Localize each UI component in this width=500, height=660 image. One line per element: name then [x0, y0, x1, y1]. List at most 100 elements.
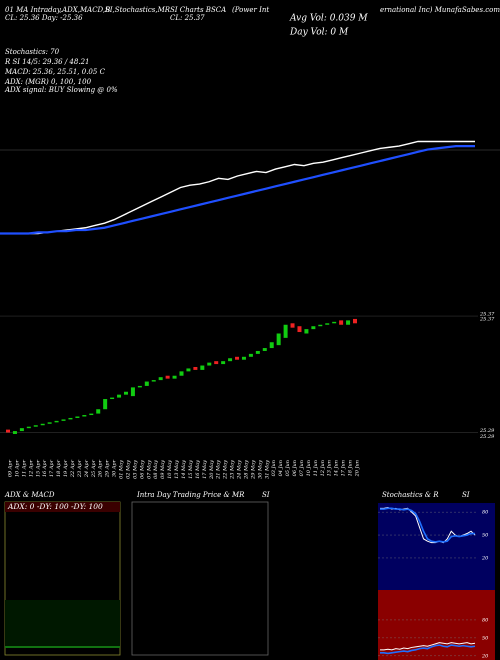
candle — [311, 326, 316, 330]
date-label: 23 Apr — [77, 459, 83, 478]
date-label: 02 May — [125, 460, 131, 479]
candle — [318, 324, 323, 327]
date-label: 20 Jun — [355, 460, 361, 477]
date-label: 22 May — [223, 460, 229, 480]
trend-line — [0, 145, 475, 235]
candle — [123, 391, 128, 395]
candle — [130, 387, 135, 397]
candle — [200, 365, 205, 370]
candle — [255, 350, 260, 354]
date-label: 14 Jun — [334, 460, 340, 476]
adx-readout: ADX: 0 -DY: 100 -DY: 100 — [7, 502, 103, 511]
date-label: 09 May — [160, 460, 166, 479]
date-label: 09 Apr — [8, 459, 14, 477]
header-text: ADX: (MGR) 0, 100, 100 — [4, 78, 92, 86]
date-label: 10 Apr — [14, 459, 20, 477]
date-label: 29 Apr — [105, 459, 111, 478]
header-text: Day Vol: 0 M — [289, 28, 349, 38]
candle — [262, 348, 267, 351]
candle — [96, 409, 101, 414]
panel-title: SI — [262, 491, 270, 499]
candle — [68, 417, 73, 420]
date-label: 29 May — [250, 460, 256, 480]
candle — [221, 361, 226, 365]
candle — [241, 356, 246, 360]
header-text: ernational Inc) MunafaSabes.com — [380, 6, 500, 14]
candle — [214, 361, 219, 365]
date-label: 06 May — [139, 460, 145, 479]
date-label: 03 May — [132, 460, 138, 479]
candle — [33, 425, 38, 427]
date-label: 17 Apr — [49, 459, 55, 477]
date-label: 26 Apr — [98, 459, 104, 478]
header-text: CL: 25.37 — [170, 14, 205, 22]
candle — [19, 428, 24, 432]
date-label: 28 May — [243, 460, 249, 480]
date-label: 06 Jun — [292, 460, 298, 476]
date-label: 08 May — [153, 460, 159, 479]
date-label: 10 May — [167, 460, 173, 479]
candle — [172, 375, 177, 379]
candle — [228, 358, 233, 362]
date-label: 12 Apr — [28, 459, 34, 477]
date-label: 11 Apr — [21, 459, 27, 477]
stoch-line — [380, 642, 476, 651]
date-label: 07 May — [146, 460, 152, 479]
trend-line — [0, 140, 475, 235]
candle — [117, 394, 122, 398]
date-label: 30 Apr — [112, 459, 118, 477]
date-label: 15 Apr — [35, 459, 41, 477]
date-label: 17 Jun — [341, 460, 347, 476]
panel-title: Stochastics & R — [382, 491, 439, 499]
stoch-tick-label: 20 — [481, 555, 489, 561]
date-label: 13 May — [174, 460, 180, 479]
stoch-lower-panel — [378, 590, 495, 660]
candle — [54, 420, 59, 423]
header-text: ADX signal: BUY Slowing @ 0% — [4, 86, 118, 94]
header-text: CL: 25.36 Day: -25.36 — [5, 14, 83, 22]
date-label: 11 Jun — [313, 460, 319, 476]
candle — [248, 353, 253, 357]
macd-area — [5, 600, 120, 648]
date-label: 18 Jun — [348, 460, 354, 476]
date-label: 19 Apr — [63, 459, 69, 477]
candle — [6, 429, 10, 433]
date-label: 25 Apr — [91, 459, 97, 478]
date-label: 10 Jun — [306, 460, 312, 476]
candle — [276, 333, 281, 346]
date-label: 05 Jun — [285, 460, 291, 476]
price-tick-label: 25.37 — [479, 312, 495, 318]
date-label: 16 May — [195, 460, 201, 479]
header-text: Avg Vol: 0.039 M — [289, 14, 368, 24]
date-label: 22 Apr — [70, 459, 76, 478]
date-label: 23 May — [230, 460, 236, 480]
date-label: 07 Jun — [299, 460, 305, 476]
date-label: 03 Jun — [271, 460, 277, 476]
candle — [26, 426, 31, 429]
candle — [339, 320, 344, 325]
candle — [165, 375, 170, 379]
date-label: 30 May — [257, 460, 263, 479]
candle — [193, 366, 198, 370]
header-text: R SI 14/5: 29.36 / 48.21 — [4, 58, 89, 66]
header-text: SI Charts BSCA — [170, 6, 226, 14]
stoch-tick-label: 50 — [482, 635, 489, 641]
price-tick-label: 25.29 — [479, 434, 495, 440]
date-label: 01 May — [119, 460, 125, 479]
date-label: 16 Apr — [42, 459, 48, 477]
header-text: MACD: 25.36, 25.51, 0.05 C — [4, 68, 106, 76]
candle — [207, 362, 212, 366]
candle — [103, 399, 108, 410]
candle — [89, 413, 94, 416]
date-label: 13 Jun — [327, 460, 333, 476]
date-label: 04 Jun — [278, 460, 284, 476]
date-label: 18 Apr — [56, 459, 62, 477]
stoch-tick-label: 80 — [482, 510, 489, 516]
intraday-panel — [131, 501, 269, 656]
candle — [137, 385, 142, 388]
candle — [12, 431, 17, 434]
candle — [110, 397, 115, 400]
candle — [325, 323, 330, 325]
date-label: 20 May — [209, 460, 215, 480]
